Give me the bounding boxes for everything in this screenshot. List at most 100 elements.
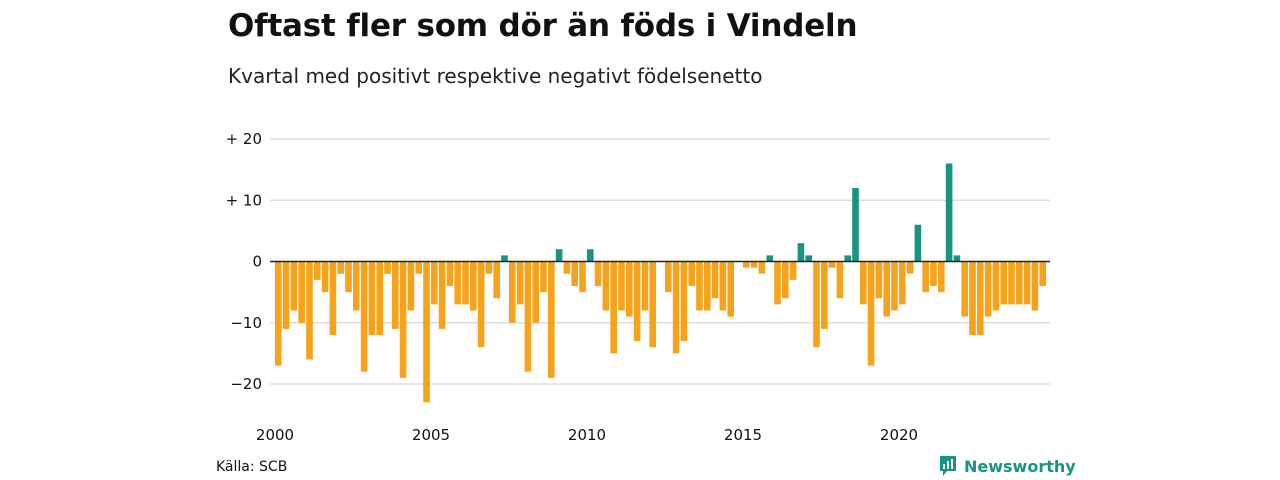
bar xyxy=(680,261,688,342)
bar xyxy=(758,261,766,274)
bar xyxy=(446,261,454,286)
bar xyxy=(727,261,734,317)
x-tick-label: 2015 xyxy=(724,426,762,444)
bar xyxy=(805,255,812,262)
bar xyxy=(945,163,953,262)
bar xyxy=(571,261,578,286)
bar xyxy=(649,261,656,348)
x-tick-label: 2010 xyxy=(568,426,606,444)
bar xyxy=(602,261,610,311)
x-tick-label: 2000 xyxy=(256,426,294,444)
bar xyxy=(797,243,805,262)
bar xyxy=(899,261,906,305)
bar xyxy=(485,261,493,274)
x-axis-ticks: 2000 2005 2010 2015 2020 xyxy=(256,426,918,444)
bar xyxy=(407,261,415,311)
bar xyxy=(750,261,758,268)
bar xyxy=(501,255,508,262)
bar xyxy=(953,255,961,262)
bar xyxy=(470,261,477,311)
bar xyxy=(462,261,469,305)
bar xyxy=(961,261,968,317)
bar xyxy=(306,261,313,360)
bar xyxy=(392,261,399,329)
y-tick-label: −10 xyxy=(230,314,262,332)
bar xyxy=(532,261,539,323)
bar xyxy=(688,261,695,286)
bar xyxy=(314,261,321,280)
bar xyxy=(524,261,532,372)
bar xyxy=(984,261,992,317)
bar xyxy=(321,261,329,293)
y-axis-ticks: + 20 + 10 0 −10 −20 xyxy=(226,130,262,393)
y-tick-label: + 20 xyxy=(226,130,262,148)
bar xyxy=(719,261,727,311)
brand-name: Newsworthy xyxy=(964,456,1076,476)
bar xyxy=(930,261,937,286)
bar xyxy=(852,188,859,262)
bar xyxy=(883,261,890,317)
bar xyxy=(579,261,586,293)
source-label: Källa: SCB xyxy=(216,459,288,475)
bar xyxy=(282,261,290,329)
bar xyxy=(969,261,976,335)
bar xyxy=(922,261,929,293)
y-tick-label: −20 xyxy=(230,375,262,393)
bar xyxy=(641,261,649,311)
bar xyxy=(992,261,1000,311)
bar xyxy=(672,261,680,354)
bar xyxy=(633,261,641,342)
bar xyxy=(298,261,305,323)
bar xyxy=(618,261,625,311)
bar xyxy=(782,261,789,299)
bar xyxy=(360,261,368,372)
bar xyxy=(563,261,571,274)
newsworthy-logo-icon xyxy=(940,456,956,476)
bar xyxy=(774,261,781,305)
bar xyxy=(587,249,594,262)
bar xyxy=(337,261,344,274)
bar xyxy=(875,261,883,299)
bar xyxy=(665,261,672,293)
bar xyxy=(704,261,711,311)
bar xyxy=(454,261,461,305)
bar xyxy=(555,249,563,262)
bar xyxy=(821,261,828,329)
bar xyxy=(626,261,633,317)
bars xyxy=(275,163,1046,403)
bar xyxy=(438,261,446,329)
bar xyxy=(594,261,602,286)
bar xyxy=(540,261,547,293)
x-tick-label: 2005 xyxy=(412,426,450,444)
y-tick-label: 0 xyxy=(252,253,262,271)
bar xyxy=(1039,261,1046,286)
bar xyxy=(813,261,820,348)
bar xyxy=(275,261,282,366)
x-tick-label: 2020 xyxy=(880,426,918,444)
bar xyxy=(376,261,383,335)
bar xyxy=(1023,261,1031,305)
bar xyxy=(1031,261,1039,311)
bar xyxy=(743,261,750,268)
bar xyxy=(493,261,500,299)
bar xyxy=(431,261,438,305)
chart-title: Oftast fler som dör än föds i Vindeln xyxy=(228,8,858,44)
bar xyxy=(329,261,337,335)
bar xyxy=(399,261,407,378)
bar xyxy=(345,261,352,293)
y-tick-label: + 10 xyxy=(226,191,262,209)
bar xyxy=(353,261,360,311)
brand[interactable]: Newsworthy xyxy=(938,455,1076,477)
bar xyxy=(548,261,555,378)
bar xyxy=(368,261,376,335)
bar xyxy=(384,261,391,274)
bar xyxy=(828,261,836,268)
bar xyxy=(610,261,617,354)
bar xyxy=(977,261,984,335)
bar xyxy=(290,261,298,311)
bar xyxy=(867,261,875,366)
bar xyxy=(696,261,703,311)
bar xyxy=(789,261,797,280)
bar xyxy=(516,261,524,305)
